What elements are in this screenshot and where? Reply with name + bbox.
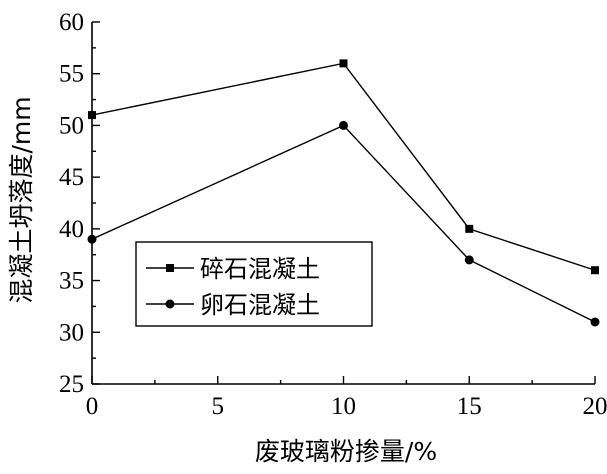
y-axis-title: 混凝土坍落度/mm — [7, 96, 36, 303]
series-line — [91, 124, 596, 323]
data-point — [465, 224, 474, 233]
legend-marker — [165, 299, 175, 309]
legend-label: 碎石混凝土 — [200, 255, 320, 283]
x-tick-label: 5 — [212, 393, 225, 420]
axes — [91, 22, 595, 385]
data-point — [591, 266, 599, 275]
y-tick-label: 45 — [59, 164, 84, 191]
legend-box — [135, 241, 373, 327]
data-point — [88, 111, 96, 120]
y-tick-label: 40 — [59, 216, 84, 243]
legend-item-1: 碎石混凝土 — [146, 255, 320, 283]
x-tick-label: 15 — [457, 393, 482, 420]
y-tick-label: 50 — [59, 112, 84, 139]
legend-item-2: 卵石混凝土 — [146, 291, 320, 319]
y-tick-label: 60 — [59, 9, 84, 36]
data-point — [464, 255, 474, 265]
series-2 — [87, 120, 600, 327]
data-point — [87, 234, 97, 244]
y-tick-label: 55 — [59, 61, 84, 88]
x-ticks: 0 5 10 15 20 — [86, 376, 607, 420]
x-axis-title: 废玻璃粉掺量/% — [255, 437, 437, 466]
legend-label: 卵石混凝土 — [200, 291, 320, 319]
legend-marker — [166, 264, 174, 272]
y-tick-label: 25 — [59, 371, 84, 398]
y-tick-label: 35 — [59, 268, 84, 295]
y-ticks: 25 30 35 40 45 50 55 60 — [59, 9, 100, 398]
series-layer — [87, 59, 600, 327]
data-point — [339, 59, 348, 68]
y-tick-label: 30 — [59, 319, 84, 346]
series-1 — [88, 59, 599, 275]
x-tick-label: 20 — [583, 393, 607, 420]
data-point — [339, 120, 348, 130]
data-point — [590, 317, 600, 327]
series-line — [91, 62, 596, 271]
x-tick-label: 10 — [331, 393, 356, 420]
x-tick-label: 0 — [86, 393, 99, 420]
